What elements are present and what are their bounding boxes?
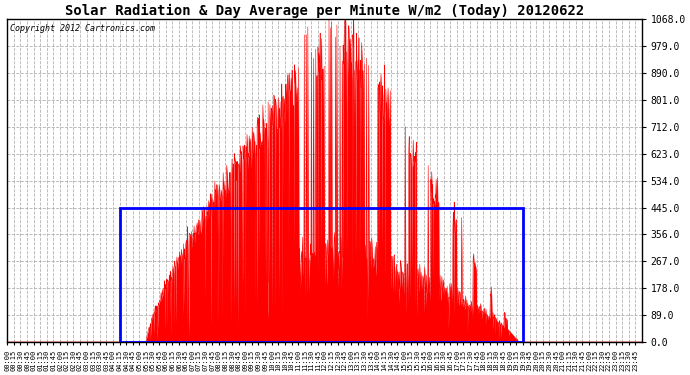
Title: Solar Radiation & Day Average per Minute W/m2 (Today) 20120622: Solar Radiation & Day Average per Minute… (65, 4, 584, 18)
Text: Copyright 2012 Cartronics.com: Copyright 2012 Cartronics.com (10, 24, 155, 33)
Bar (119, 208, 523, 342)
